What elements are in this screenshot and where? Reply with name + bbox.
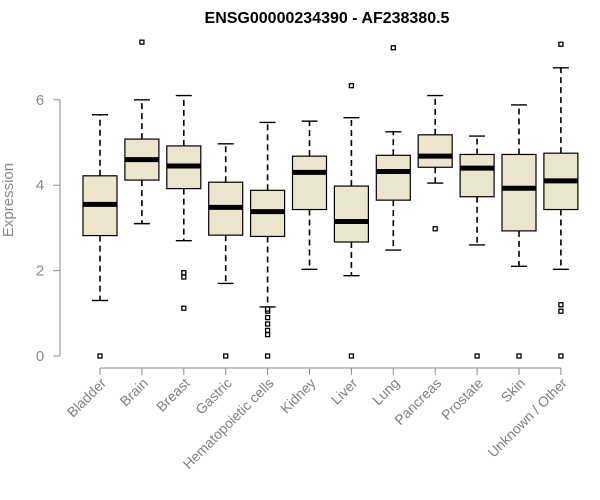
x-tick-label: Prostate [438,375,486,423]
outlier-point [264,321,271,327]
axes [59,99,561,369]
box-4 [250,121,286,359]
outlier-point [558,41,564,47]
y-axis-ticks: 0 2 4 6 [36,92,60,365]
y-axis-label: Expression [0,163,17,237]
outlier-point [558,302,564,308]
outlier-point [516,353,522,359]
y-tick-label: 0 [36,348,44,365]
box-9 [459,135,495,359]
outlier-point [474,353,480,359]
outlier-point [264,353,271,359]
iqr-box [291,155,328,211]
box-11 [543,41,579,359]
boxes [82,39,579,359]
box-6 [333,83,369,359]
outlier-point [97,353,103,359]
x-tick-label: Breast [153,375,193,415]
outlier-point [264,327,271,334]
iqr-box [417,134,453,168]
x-tick-label: Lung [369,375,402,408]
box-3 [208,143,244,359]
y-tick-label: 2 [36,263,44,280]
outlier-point [264,331,271,338]
outlier-point [139,39,145,45]
box-8 [417,94,453,232]
x-tick-label: Bladder [64,375,110,421]
outlier-point [558,353,564,359]
outlier-point [181,270,187,276]
outlier-point [558,308,564,314]
iqr-box [333,185,369,243]
y-tick-label: 6 [36,92,44,109]
x-tick-label: Brain [117,375,151,409]
outlier-point [348,353,355,359]
outlier-point [348,83,355,89]
outlier-point [181,274,187,280]
iqr-box [501,153,537,232]
outlier-point [264,306,271,312]
outlier-point [432,226,438,232]
outlier-point [390,45,396,51]
box-2 [166,94,202,311]
box-5 [291,120,328,271]
box-0 [82,114,118,359]
outlier-point [181,305,187,311]
box-10 [501,104,537,359]
iqr-box [375,154,411,201]
outlier-point [223,353,229,359]
iqr-box [459,153,495,198]
x-tick-label: Pancreas [391,375,444,428]
x-tick-label: Unknown / Other [484,375,570,461]
x-tick-label: Skin [498,375,529,406]
outlier-point [264,314,271,321]
box-7 [375,45,411,251]
chart-title: ENSG00000234390 - AF238380.5 [205,10,450,27]
x-tick-label: Liver [328,375,361,408]
y-tick-label: 4 [36,177,44,194]
x-tick-label: Kidney [277,375,319,417]
box-1 [124,39,160,225]
